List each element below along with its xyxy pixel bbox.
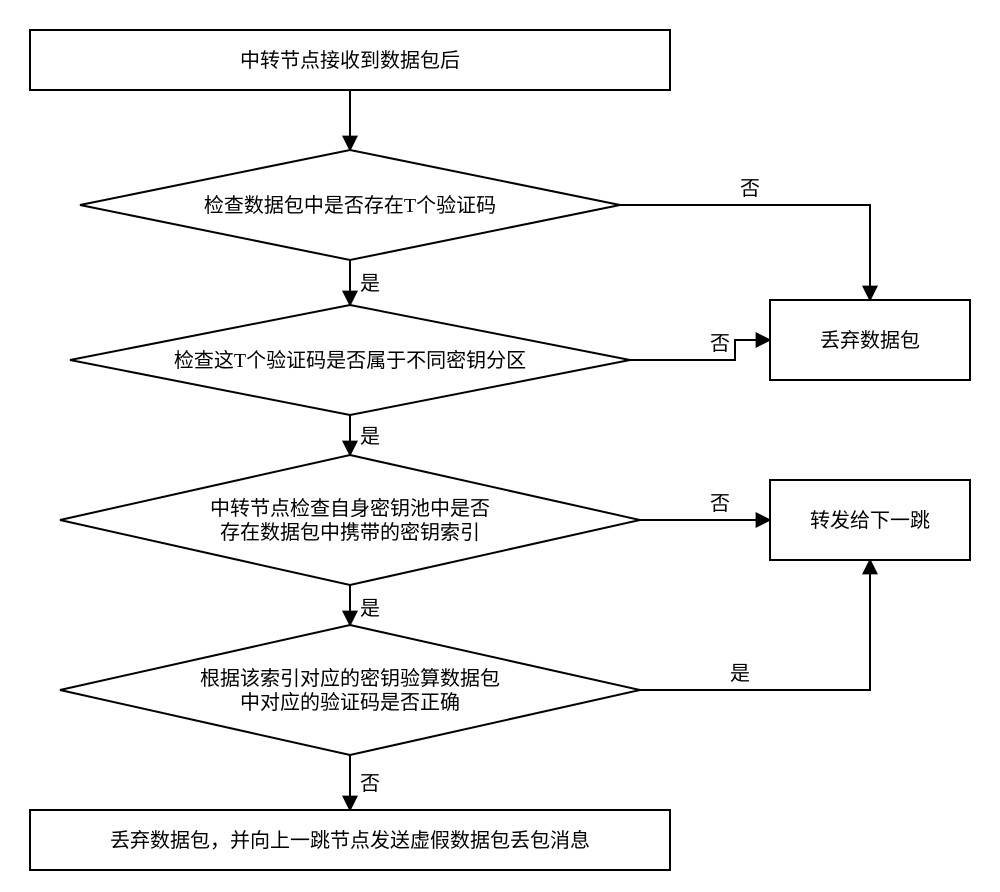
e-d3-d4: 是 bbox=[350, 585, 380, 625]
e-d3-d4-label: 是 bbox=[360, 598, 380, 620]
flowchart-canvas: 是是是否否否否是 中转节点接收到数据包后检查数据包中是否存在T个验证码检查这T个… bbox=[0, 0, 1000, 892]
d3: 中转节点检查自身密钥池中是否存在数据包中携带的密钥索引 bbox=[60, 455, 640, 585]
forward: 转发给下一跳 bbox=[770, 480, 970, 560]
e-d1-discard-label: 否 bbox=[740, 178, 760, 200]
start: 中转节点接收到数据包后 bbox=[30, 30, 670, 90]
start-label: 中转节点接收到数据包后 bbox=[240, 49, 460, 72]
e-d3-forward: 否 bbox=[640, 493, 770, 520]
d2-label-0: 检查这T个验证码是否属于不同密钥分区 bbox=[174, 349, 526, 372]
e-d2-discard: 否 bbox=[630, 333, 770, 360]
d4: 根据该索引对应的密钥验算数据包中对应的验证码是否正确 bbox=[60, 625, 640, 755]
d3-label-1: 存在数据包中携带的密钥索引 bbox=[220, 521, 480, 544]
d1: 检查数据包中是否存在T个验证码 bbox=[80, 150, 620, 260]
e-d1-d2-label: 是 bbox=[360, 273, 380, 295]
d1-label-0: 检查数据包中是否存在T个验证码 bbox=[204, 194, 496, 217]
e-d2-d3-label: 是 bbox=[360, 426, 380, 448]
d4-label-1: 中对应的验证码是否正确 bbox=[240, 691, 460, 714]
end: 丢弃数据包，并向上一跳节点发送虚假数据包丢包消息 bbox=[30, 810, 670, 870]
d3-label-0: 中转节点检查自身密钥池中是否 bbox=[210, 497, 490, 520]
e-d2-d3: 是 bbox=[350, 415, 380, 455]
e-d4-forward: 是 bbox=[640, 560, 870, 690]
e-d2-discard-label: 否 bbox=[710, 333, 730, 355]
d2: 检查这T个验证码是否属于不同密钥分区 bbox=[70, 305, 630, 415]
end-label: 丢弃数据包，并向上一跳节点发送虚假数据包丢包消息 bbox=[110, 829, 590, 852]
e-d4-forward-label: 是 bbox=[730, 663, 750, 685]
e-d4-end: 否 bbox=[350, 755, 380, 810]
discard: 丢弃数据包 bbox=[770, 300, 970, 380]
forward-label: 转发给下一跳 bbox=[810, 509, 930, 532]
e-d4-end-label: 否 bbox=[360, 773, 380, 795]
e-d1-d2: 是 bbox=[350, 260, 380, 305]
e-d1-discard: 否 bbox=[620, 178, 870, 300]
discard-label: 丢弃数据包 bbox=[820, 329, 920, 352]
e-d3-forward-label: 否 bbox=[710, 493, 730, 515]
d4-label-0: 根据该索引对应的密钥验算数据包 bbox=[200, 667, 500, 690]
